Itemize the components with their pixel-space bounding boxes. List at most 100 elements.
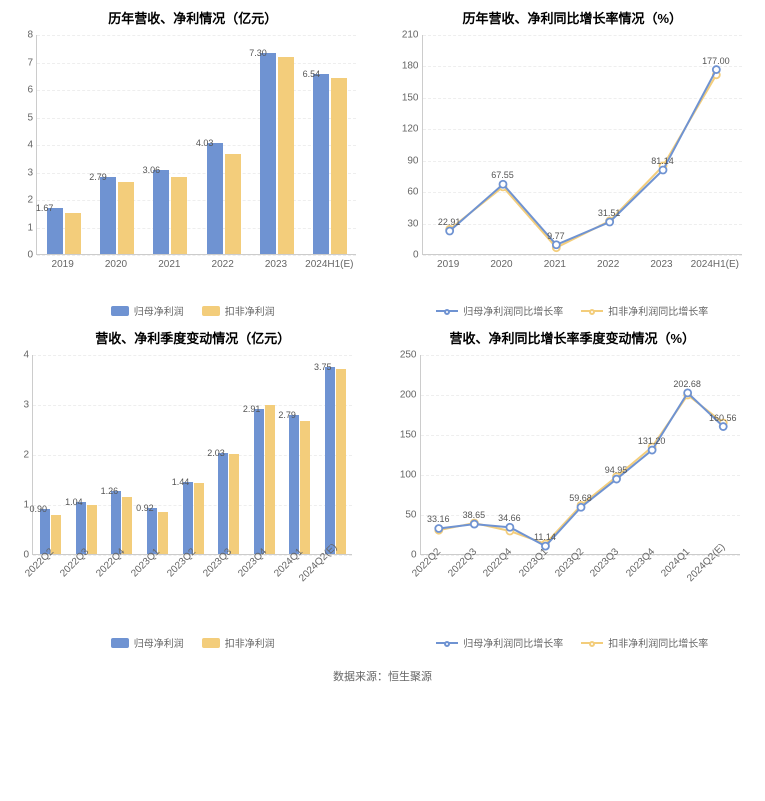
gridline xyxy=(37,63,356,64)
legend-item: 扣非净利润 xyxy=(202,303,275,318)
point-value-label: 22.91 xyxy=(438,217,461,227)
bar xyxy=(171,177,187,254)
chart-area-tl: 0123456781.672.793.064.037.306.542019202… xyxy=(8,35,378,275)
x-tick-label: 2024H1(E) xyxy=(691,259,739,270)
y-tick-label: 60 xyxy=(407,187,422,198)
chart-title: 历年营收、净利情况（亿元） xyxy=(8,8,378,27)
x-axis-labels: 201920202021202220232024H1(E) xyxy=(36,255,356,275)
bar-value-label: 6.54 xyxy=(303,69,321,79)
point-value-label: 9.77 xyxy=(547,231,565,241)
legend-swatch-bar xyxy=(111,638,129,648)
line-marker xyxy=(606,218,613,225)
bar-value-label: 1.67 xyxy=(36,203,54,213)
bar xyxy=(122,497,132,555)
line-series xyxy=(449,75,716,248)
line-marker xyxy=(552,241,559,248)
y-tick-label: 2 xyxy=(23,450,33,461)
bar-value-label: 7.30 xyxy=(249,48,267,58)
bar xyxy=(229,454,239,554)
bar xyxy=(87,505,97,554)
legend-label: 扣非净利润同比增长率 xyxy=(608,303,708,318)
chart-area-br: 05010015020025033.1638.6534.6611.1459.68… xyxy=(388,355,758,589)
line-marker xyxy=(446,227,453,234)
bar xyxy=(254,409,264,555)
y-tick-label: 90 xyxy=(407,155,422,166)
y-tick-label: 8 xyxy=(27,30,37,41)
y-tick-label: 7 xyxy=(27,57,37,68)
bar-value-label: 2.79 xyxy=(278,410,296,420)
y-tick-label: 150 xyxy=(400,430,421,441)
x-axis-labels: 2022Q22022Q32022Q42023Q12023Q22023Q32023… xyxy=(420,555,740,589)
x-tick-label: 2020 xyxy=(490,259,512,270)
bar-value-label: 0.92 xyxy=(136,503,154,513)
point-value-label: 31.51 xyxy=(598,208,621,218)
bar xyxy=(111,491,121,554)
line-series xyxy=(438,395,722,544)
chart-grid: 历年营收、净利情况（亿元） 0123456781.672.793.064.037… xyxy=(0,0,765,658)
point-value-label: 160.56 xyxy=(709,413,737,423)
y-tick-label: 100 xyxy=(400,470,421,481)
y-tick-label: 3 xyxy=(23,400,33,411)
y-tick-label: 4 xyxy=(23,350,33,361)
bar xyxy=(51,515,61,554)
point-value-label: 33.16 xyxy=(427,514,450,524)
bar xyxy=(118,182,134,254)
bar-value-label: 0.90 xyxy=(30,504,48,514)
x-tick-label: 2021 xyxy=(544,259,566,270)
x-tick-label: 2021 xyxy=(158,259,180,270)
bar xyxy=(194,483,204,554)
bar xyxy=(207,143,223,254)
bar xyxy=(225,154,241,254)
legend-item: 扣非净利润同比增长率 xyxy=(581,303,708,318)
x-tick-label: 2023 xyxy=(650,259,672,270)
legend-label: 归母净利润同比增长率 xyxy=(463,635,563,650)
line-marker xyxy=(719,423,726,430)
line-marker xyxy=(499,181,506,188)
plot-area: 012340.901.041.260.921.442.032.912.793.7… xyxy=(32,355,352,555)
line-marker xyxy=(506,524,513,531)
chart-area-tr: 030609012015018021022.9167.559.7731.5181… xyxy=(388,35,758,275)
chart-title: 营收、净利季度变动情况（亿元） xyxy=(8,328,378,347)
legend-swatch-line xyxy=(436,642,458,644)
x-tick-label: 2019 xyxy=(437,259,459,270)
panel-tl: 历年营收、净利情况（亿元） 0123456781.672.793.064.037… xyxy=(8,8,378,318)
line-marker xyxy=(712,66,719,73)
plot-area: 0123456781.672.793.064.037.306.54 xyxy=(36,35,356,255)
y-tick-label: 5 xyxy=(27,112,37,123)
y-tick-label: 200 xyxy=(400,390,421,401)
y-tick-label: 250 xyxy=(400,350,421,361)
legend-item: 扣非净利润 xyxy=(202,635,275,650)
point-value-label: 59.68 xyxy=(569,493,592,503)
legend-br: 归母净利润同比增长率扣非净利润同比增长率 xyxy=(388,635,758,650)
x-tick-label: 2020 xyxy=(105,259,127,270)
legend-swatch-bar xyxy=(202,306,220,316)
data-source: 数据来源：恒生聚源 xyxy=(0,668,765,684)
point-value-label: 34.66 xyxy=(498,513,521,523)
line-marker xyxy=(648,447,655,454)
x-axis-labels: 2022Q22022Q32022Q42023Q12023Q22023Q32023… xyxy=(32,555,352,589)
point-value-label: 177.00 xyxy=(702,56,730,66)
panel-br: 营收、净利同比增长率季度变动情况（%） 05010015020025033.16… xyxy=(388,328,758,650)
bar-value-label: 1.44 xyxy=(172,477,190,487)
legend-label: 归母净利润同比增长率 xyxy=(463,303,563,318)
x-tick-label: 2022 xyxy=(212,259,234,270)
point-value-label: 131.20 xyxy=(638,436,666,446)
y-tick-label: 6 xyxy=(27,85,37,96)
bar xyxy=(278,57,294,254)
bar xyxy=(300,421,310,555)
plot-area: 030609012015018021022.9167.559.7731.5181… xyxy=(422,35,742,255)
legend-swatch-bar xyxy=(111,306,129,316)
line-marker xyxy=(684,389,691,396)
y-tick-label: 120 xyxy=(402,124,423,135)
gridline xyxy=(37,118,356,119)
x-tick-label: 2023 xyxy=(265,259,287,270)
legend-item: 归母净利润 xyxy=(111,635,184,650)
gridline xyxy=(33,405,352,406)
line-marker xyxy=(470,521,477,528)
bar xyxy=(65,213,81,254)
line-series xyxy=(449,70,716,245)
x-axis-labels: 201920202021202220232024H1(E) xyxy=(422,255,742,275)
y-tick-label: 50 xyxy=(405,510,420,521)
y-tick-label: 210 xyxy=(402,30,423,41)
legend-label: 扣非净利润 xyxy=(225,303,275,318)
